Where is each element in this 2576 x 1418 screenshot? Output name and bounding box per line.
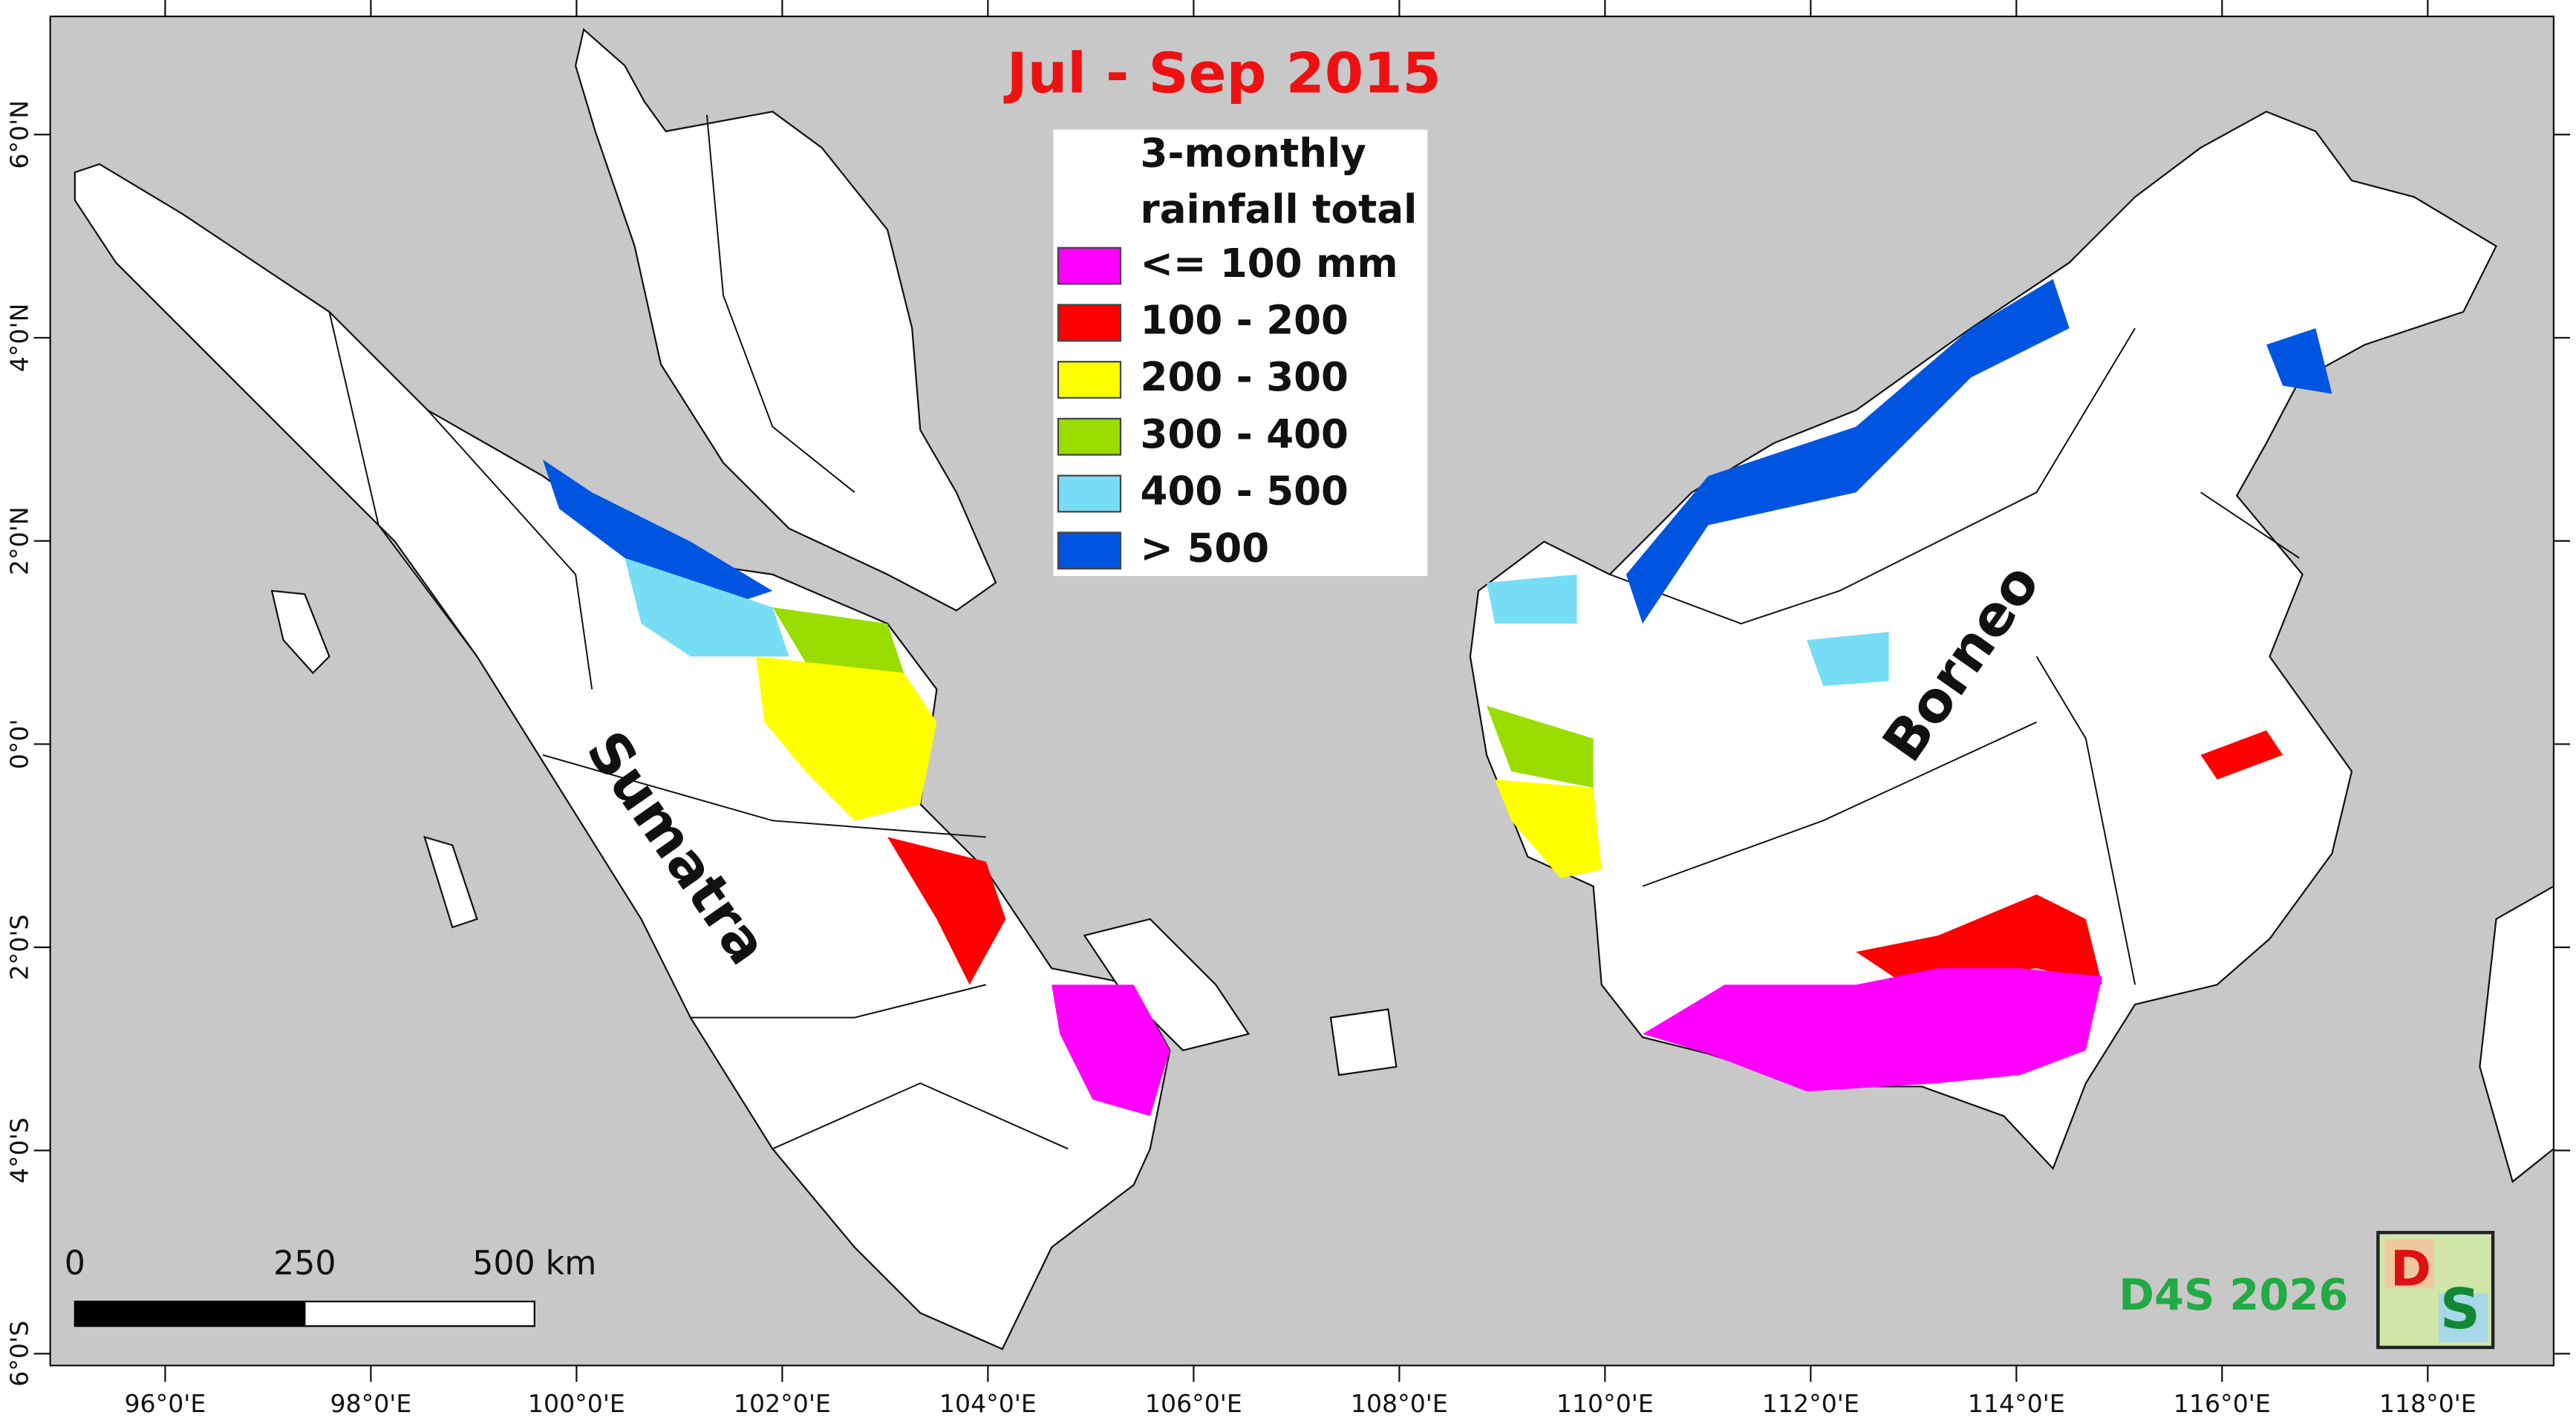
- credit: D4S 2026: [2119, 1270, 2348, 1320]
- logo-tile: [2439, 1293, 2488, 1343]
- x-axis-label: 98°0'E: [330, 1389, 411, 1418]
- siberut: [423, 835, 478, 929]
- admin-borders: [328, 114, 2300, 1150]
- frame-ticks: 96°0'E 98°0'E 100°0'E 102°0'E 104°0'E 106°0'E…: [4, 0, 2571, 1418]
- legend-label: 100 - 200: [1141, 297, 1349, 343]
- logo-letter: D: [2390, 1239, 2431, 1297]
- logo: D S: [2376, 1230, 2495, 1350]
- malay-peninsula: [574, 27, 997, 612]
- legend-label: > 500: [1141, 525, 1270, 571]
- scale-label: 0: [65, 1244, 85, 1282]
- patch: [1495, 780, 1602, 878]
- legend-label: 400 - 500: [1141, 468, 1349, 514]
- patch: [1486, 705, 1594, 788]
- patch: [542, 459, 773, 607]
- patch: [2266, 328, 2332, 394]
- legend-swatch: [1057, 304, 1122, 342]
- legend-swatch: [1057, 474, 1122, 513]
- landmasses: [74, 27, 2555, 1350]
- scale-label: 250: [273, 1244, 336, 1282]
- x-axis-label: 110°0'E: [1556, 1389, 1654, 1418]
- legend-title: rainfall total: [1141, 186, 1418, 232]
- legend-swatch: [1057, 361, 1122, 399]
- legend-swatch: [1057, 246, 1122, 285]
- x-axis-label: 116°0'E: [2174, 1389, 2271, 1418]
- x-axis-label: 104°0'E: [939, 1389, 1037, 1418]
- patch: [772, 607, 904, 690]
- patch: [1856, 894, 2102, 985]
- patch: [625, 558, 789, 657]
- x-axis-label: 118°0'E: [2379, 1389, 2476, 1418]
- x-axis-label: 112°0'E: [1762, 1389, 1859, 1418]
- scale-segment: [74, 1300, 306, 1327]
- patch: [1486, 574, 1577, 624]
- logo-tile: [2384, 1239, 2434, 1289]
- x-axis-label: 96°0'E: [124, 1389, 206, 1418]
- sulawesi-edge: [2479, 884, 2555, 1183]
- legend-swatch: [1057, 532, 1122, 570]
- y-axis-label: 0°0': [4, 719, 33, 769]
- legend-title: 3-monthly: [1141, 131, 1366, 177]
- scale-bar: 0 250 500 km: [65, 1244, 596, 1327]
- y-axis-label: 6°0'S: [4, 1321, 33, 1387]
- x-axis-label: 108°0'E: [1351, 1389, 1448, 1418]
- y-axis-label: 6°0'N: [4, 100, 33, 169]
- logo-letter: S: [2440, 1276, 2480, 1342]
- nias: [270, 589, 330, 674]
- patch: [887, 837, 1006, 985]
- patch: [1051, 984, 1170, 1117]
- patch: [1643, 968, 2102, 1092]
- y-axis-label: 4°0'S: [4, 1117, 33, 1183]
- patch: [2200, 730, 2283, 780]
- patch: [1807, 632, 1889, 687]
- legend-label: 200 - 300: [1141, 354, 1349, 400]
- y-axis-label: 4°0'N: [4, 304, 33, 373]
- legend-label: <= 100 mm: [1141, 241, 1398, 287]
- patch: [1626, 278, 2070, 624]
- patch: [756, 656, 937, 821]
- x-axis-label: 100°0'E: [528, 1389, 625, 1418]
- legend-swatch: [1057, 417, 1122, 456]
- rainfall-patches: [542, 278, 2332, 1117]
- y-axis-label: 2°0'S: [4, 915, 33, 981]
- x-axis-label: 102°0'E: [734, 1389, 831, 1418]
- scale-label: 500 km: [472, 1244, 596, 1282]
- scale-segment: [304, 1300, 535, 1327]
- belitung: [1329, 1008, 1398, 1076]
- legend-label: 300 - 400: [1141, 411, 1349, 457]
- map-title: Jul - Sep 2015: [1003, 40, 1441, 105]
- x-axis-label: 114°0'E: [1968, 1389, 2065, 1418]
- y-axis-label: 2°0'N: [4, 506, 33, 575]
- x-axis-label: 106°0'E: [1145, 1389, 1242, 1418]
- borneo: [1469, 111, 2497, 1171]
- legend: 3-monthly rainfall total <= 100 mm 100 - 20…: [1053, 129, 1428, 576]
